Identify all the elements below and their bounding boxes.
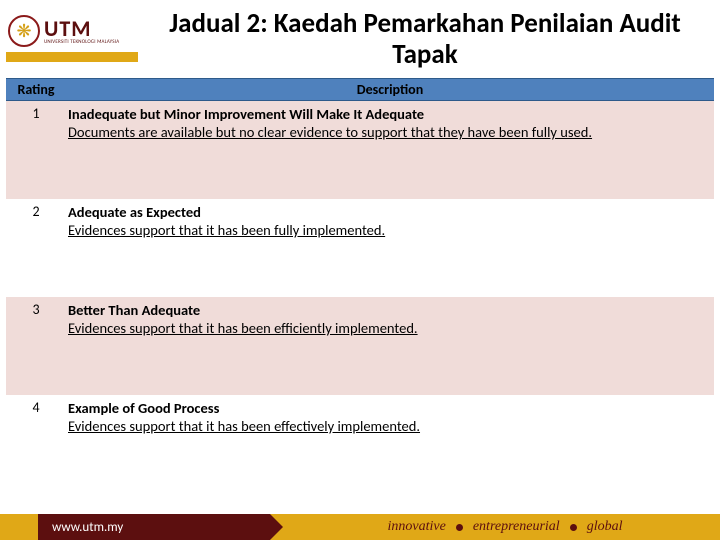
logo-seal-icon: ❋ <box>8 15 40 47</box>
row-body: Evidences support that it has been effic… <box>68 319 708 337</box>
logo-main: UTM <box>44 18 119 40</box>
footer-url: www.utm.my <box>38 514 270 540</box>
description-cell: Better Than AdequateEvidences support th… <box>66 297 714 395</box>
rating-cell: 4 <box>6 395 66 473</box>
col-header-description: Description <box>66 79 714 101</box>
logo-underline-bar <box>6 52 138 62</box>
table-header-row: Rating Description <box>6 79 714 101</box>
row-heading: Better Than Adequate <box>68 301 708 319</box>
footer-gold-block <box>0 514 38 540</box>
footer: www.utm.my innovative entrepreneurial gl… <box>0 514 720 540</box>
dot-icon <box>570 524 577 531</box>
row-body: Evidences support that it has been fully… <box>68 221 708 239</box>
rating-cell: 1 <box>6 101 66 199</box>
table-row: 1Inadequate but Minor Improvement Will M… <box>6 101 714 199</box>
rating-table: Rating Description 1Inadequate but Minor… <box>6 78 714 473</box>
table-row: 4Example of Good ProcessEvidences suppor… <box>6 395 714 473</box>
logo-glyph: ❋ <box>16 20 31 42</box>
dot-icon <box>456 524 463 531</box>
rating-table-wrap: Rating Description 1Inadequate but Minor… <box>6 78 714 473</box>
row-heading: Adequate as Expected <box>68 203 708 221</box>
row-body: Evidences support that it has been effec… <box>68 417 708 435</box>
footer-tag: global <box>587 519 623 535</box>
logo-sub: UNIVERSITI TEKNOLOGI MALAYSIA <box>44 40 119 45</box>
row-body: Documents are available but no clear evi… <box>68 123 708 141</box>
col-header-rating: Rating <box>6 79 66 101</box>
rating-cell: 2 <box>6 199 66 297</box>
description-cell: Example of Good ProcessEvidences support… <box>66 395 714 473</box>
description-cell: Adequate as ExpectedEvidences support th… <box>66 199 714 297</box>
logo: ❋ UTM UNIVERSITI TEKNOLOGI MALAYSIA <box>8 6 138 56</box>
rating-cell: 3 <box>6 297 66 395</box>
footer-tag: innovative <box>388 519 446 535</box>
row-heading: Example of Good Process <box>68 399 708 417</box>
description-cell: Inadequate but Minor Improvement Will Ma… <box>66 101 714 199</box>
logo-text: UTM UNIVERSITI TEKNOLOGI MALAYSIA <box>44 18 119 45</box>
footer-tag: entrepreneurial <box>473 519 560 535</box>
row-heading: Inadequate but Minor Improvement Will Ma… <box>68 105 708 123</box>
page-title: Jadual 2: Kaedah Pemarkahan Penilaian Au… <box>150 8 700 70</box>
footer-tagline: innovative entrepreneurial global <box>270 514 720 540</box>
table-row: 3Better Than AdequateEvidences support t… <box>6 297 714 395</box>
table-row: 2Adequate as ExpectedEvidences support t… <box>6 199 714 297</box>
